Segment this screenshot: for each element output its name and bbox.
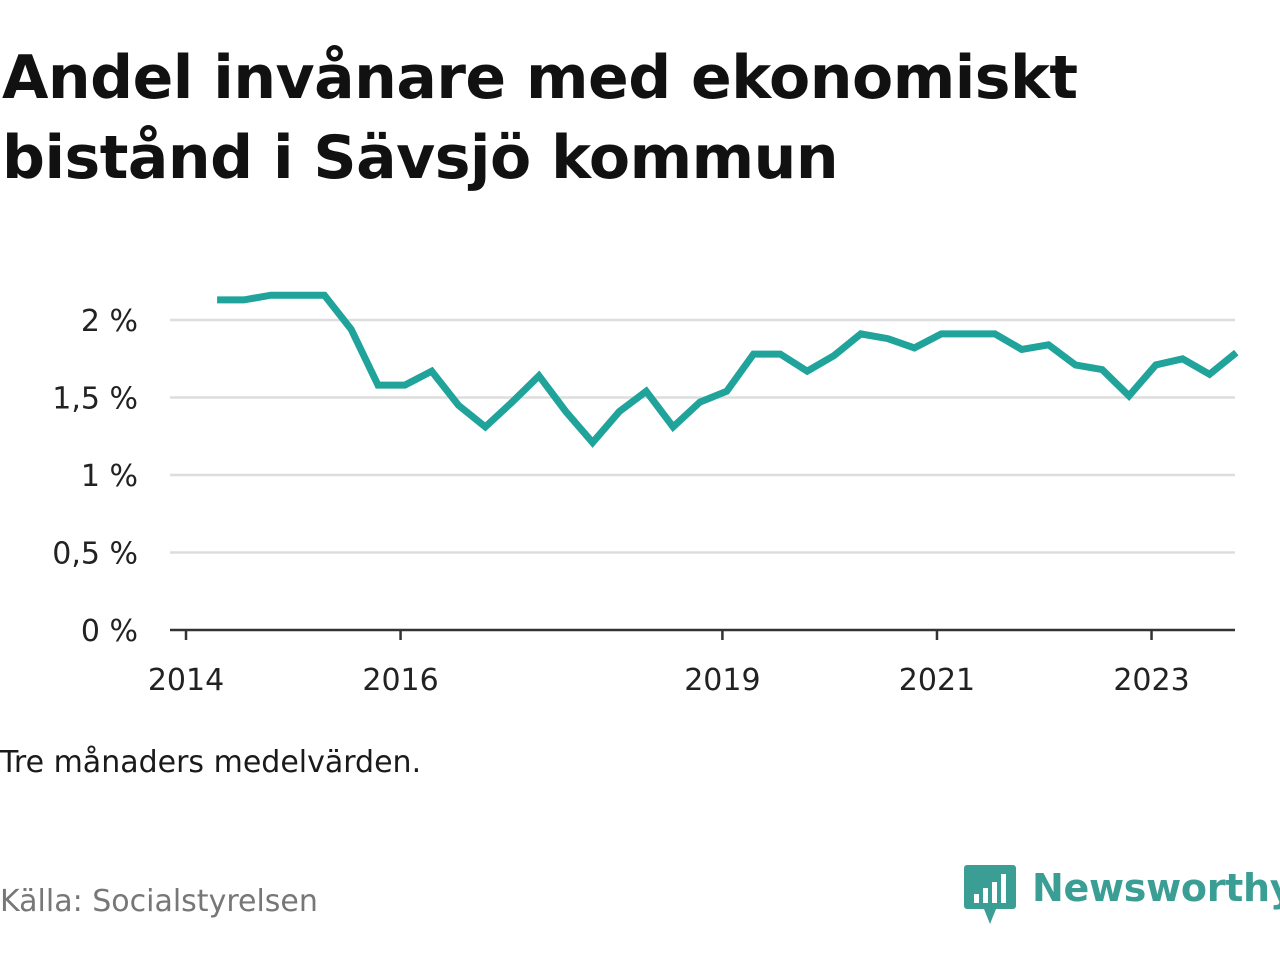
data-point bbox=[240, 296, 247, 303]
data-point bbox=[482, 423, 489, 430]
data-point bbox=[1045, 341, 1052, 348]
data-point bbox=[536, 372, 543, 379]
gridlines bbox=[170, 318, 1235, 554]
data-point bbox=[589, 439, 596, 446]
data-point bbox=[857, 330, 864, 337]
data-point bbox=[911, 344, 918, 351]
data-point bbox=[1072, 361, 1079, 368]
x-tick-label: 2021 bbox=[899, 663, 975, 698]
data-point bbox=[401, 382, 408, 389]
y-tick-label: 0,5 % bbox=[52, 537, 138, 572]
data-point bbox=[831, 352, 838, 359]
y-tick-label: 1 % bbox=[81, 459, 138, 494]
data-point bbox=[1126, 392, 1133, 399]
data-point bbox=[804, 368, 811, 375]
data-point bbox=[696, 399, 703, 406]
data-point bbox=[428, 368, 435, 375]
x-tick-label: 2023 bbox=[1113, 663, 1189, 698]
brand-name: Newsworthy bbox=[1032, 866, 1280, 910]
y-tick-label: 0 % bbox=[81, 614, 138, 649]
data-point bbox=[562, 408, 569, 415]
source-label: Källa: Socialstyrelsen bbox=[0, 884, 318, 919]
data-point bbox=[509, 399, 516, 406]
x-tick-label: 2016 bbox=[362, 663, 438, 698]
data-point bbox=[1233, 349, 1240, 356]
x-tick-label: 2019 bbox=[684, 663, 760, 698]
y-axis-labels: 0 % 0,5 % 1 % 1,5 % 2 % bbox=[52, 304, 138, 649]
brand-logo[interactable]: Newsworthy bbox=[964, 864, 1280, 928]
data-point bbox=[214, 296, 221, 303]
data-point bbox=[750, 351, 757, 358]
data-point bbox=[777, 351, 784, 358]
data-point bbox=[1152, 361, 1159, 368]
data-point bbox=[991, 330, 998, 337]
x-axis bbox=[170, 628, 1235, 640]
data-point bbox=[1099, 366, 1106, 373]
y-tick-label: 2 % bbox=[81, 304, 138, 339]
data-point bbox=[1179, 355, 1186, 362]
data-point bbox=[1206, 371, 1213, 378]
data-point bbox=[723, 388, 730, 395]
series-line bbox=[217, 291, 1239, 448]
data-point bbox=[938, 330, 945, 337]
data-point bbox=[965, 330, 972, 337]
data-point bbox=[670, 423, 677, 430]
data-point bbox=[267, 292, 274, 299]
data-point bbox=[348, 326, 355, 333]
data-point bbox=[616, 408, 623, 415]
data-point bbox=[294, 292, 301, 299]
chart-title: Andel invånare med ekonomiskt bistånd i … bbox=[2, 43, 1078, 193]
data-point bbox=[643, 388, 650, 395]
y-tick-label: 1,5 % bbox=[52, 382, 138, 417]
data-point bbox=[884, 335, 891, 342]
data-point bbox=[321, 292, 328, 299]
series bbox=[214, 291, 1240, 448]
data-point bbox=[375, 382, 382, 389]
x-axis-labels: 2014 2016 2019 2021 2023 bbox=[148, 663, 1190, 698]
x-tick-label: 2014 bbox=[148, 663, 224, 698]
footnote: Tre månaders medelvärden. bbox=[0, 745, 422, 780]
data-point bbox=[1018, 346, 1025, 353]
newsworthy-logo-icon bbox=[964, 865, 1016, 924]
data-point bbox=[455, 402, 462, 409]
